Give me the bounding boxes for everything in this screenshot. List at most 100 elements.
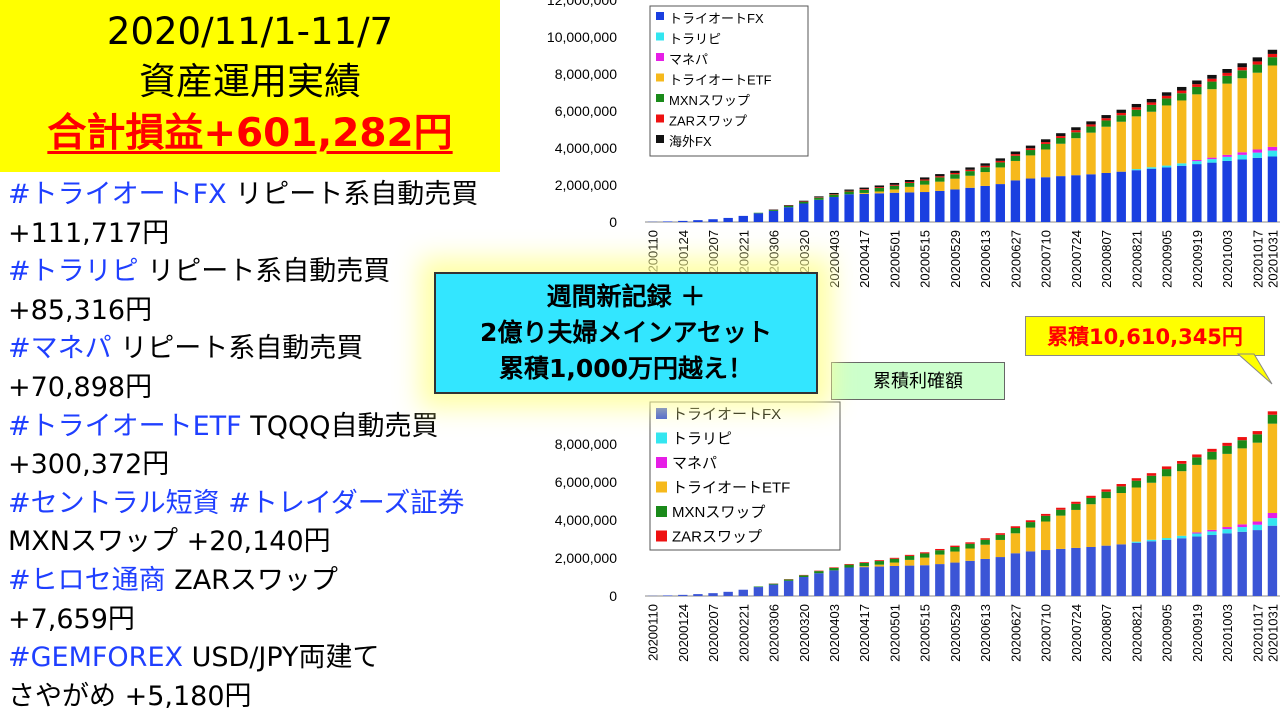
bar-segment — [1025, 522, 1036, 528]
bar-segment — [995, 533, 1005, 535]
list-item: #トライオートFX リピート系自動売買 — [8, 176, 508, 215]
bar-segment — [1040, 142, 1051, 144]
hashtag-link[interactable]: #トライオートFX — [8, 179, 227, 210]
hashtag-link[interactable]: #マネパ — [8, 333, 112, 365]
bar-segment — [1040, 521, 1051, 551]
legend-swatch — [656, 457, 667, 468]
x-tick-label: 20200417 — [857, 230, 872, 288]
bar-segment — [920, 180, 930, 185]
bar-segment — [935, 176, 945, 178]
hashtag-link[interactable]: #ヒロセ通商 — [8, 564, 166, 596]
bar-segment — [678, 220, 688, 222]
bar-segment — [1116, 171, 1126, 222]
bar-segment — [1116, 544, 1126, 596]
bar-segment — [1161, 538, 1172, 540]
hashtag-link[interactable]: #トライオートETF — [8, 410, 242, 442]
hashtag-link[interactable]: #セントラル短資 #トレイダーズ証券 — [8, 487, 465, 519]
bar-segment — [1267, 150, 1278, 157]
bar-segment — [1086, 546, 1096, 596]
bar-segment — [1056, 133, 1066, 137]
bar-segment — [1222, 442, 1232, 446]
bar-segment — [1040, 149, 1051, 178]
bar-segment — [844, 191, 854, 195]
bar-segment — [1056, 136, 1066, 139]
bar-segment — [1161, 469, 1172, 477]
bar-segment — [829, 567, 839, 568]
bar-segment — [1222, 529, 1232, 534]
list-item: #セントラル短資 #トレイダーズ証券 — [8, 485, 508, 524]
bar-segment — [1010, 527, 1021, 534]
bar-segment — [768, 209, 779, 211]
bar-segment — [950, 189, 960, 222]
bar-segment — [814, 199, 824, 222]
bar-segment — [1131, 107, 1142, 110]
bar-segment — [1056, 548, 1066, 596]
bar-segment — [904, 565, 915, 596]
bar-segment — [1071, 138, 1081, 176]
bar-segment — [783, 580, 794, 596]
bar-segment — [1177, 86, 1187, 91]
bar-segment — [1161, 165, 1172, 168]
bar-segment — [783, 579, 794, 581]
bar-segment — [1071, 132, 1081, 139]
bar-segment — [965, 542, 975, 544]
bar-segment — [1252, 442, 1263, 522]
bar-segment — [1237, 440, 1247, 449]
x-tick-label: 20200403 — [827, 604, 842, 662]
bar-segment — [920, 192, 930, 222]
bar-segment — [995, 167, 1005, 185]
legend-label: ZARスワップ — [669, 114, 747, 129]
x-tick-label: 20200515 — [918, 604, 933, 662]
bar-segment — [814, 197, 824, 200]
bar-segment — [920, 184, 930, 193]
bar-segment — [1267, 411, 1278, 415]
legend-label: トライオートFX — [669, 11, 764, 26]
bar-segment — [1101, 498, 1111, 546]
bar-segment — [935, 181, 945, 191]
bar-segment — [814, 196, 824, 198]
bar-segment — [1267, 57, 1278, 66]
legend-label: マネパ — [669, 52, 708, 67]
bar-segment — [1161, 98, 1172, 106]
x-tick-label: 20200417 — [857, 604, 872, 662]
hashtag-link[interactable]: #トラリピ — [8, 256, 139, 288]
x-tick-label: 20200724 — [1069, 604, 1084, 662]
bar-segment — [753, 586, 764, 588]
legend-swatch — [656, 12, 664, 20]
bar-segment — [1192, 536, 1202, 596]
y-tick-label: 0 — [609, 588, 617, 604]
bar-segment — [995, 557, 1005, 596]
bar-segment — [859, 192, 869, 194]
bar-segment — [768, 210, 779, 222]
bar-segment — [1267, 512, 1278, 519]
bar-segment — [1222, 83, 1232, 155]
x-tick-label: 20200207 — [706, 604, 721, 662]
bar-segment — [693, 220, 703, 222]
bar-segment — [1207, 78, 1217, 82]
callout-line-2: 2億り夫婦メインアセット — [480, 318, 772, 347]
bar-segment — [965, 548, 975, 561]
bar-segment — [1222, 72, 1232, 76]
bar-segment — [1207, 159, 1217, 163]
bar-segment — [1056, 138, 1066, 144]
bar-segment — [859, 562, 869, 567]
hashtag-link[interactable]: #GEMFOREX — [8, 642, 183, 674]
bar-segment — [1071, 175, 1081, 222]
bar-segment — [1071, 509, 1081, 548]
legend-swatch — [656, 73, 664, 82]
bar-segment — [738, 589, 748, 596]
legend-label: ZARスワップ — [672, 529, 762, 546]
bar-segment — [1131, 103, 1142, 108]
list-item: #トラリピ リピート系自動売買 — [8, 253, 508, 292]
bar-segment — [935, 554, 945, 565]
y-tick-label: 2,000,000 — [555, 177, 617, 193]
bar-segment — [1252, 157, 1263, 222]
bar-segment — [1025, 527, 1036, 552]
x-tick-label: 20200627 — [1008, 230, 1023, 288]
legend-swatch — [656, 114, 664, 123]
bar-segment — [783, 205, 794, 208]
bar-segment — [662, 595, 673, 596]
list-item: #GEMFOREX USD/JPY両建て — [8, 639, 508, 678]
bar-segment — [1267, 146, 1278, 151]
bar-segment — [738, 215, 748, 222]
